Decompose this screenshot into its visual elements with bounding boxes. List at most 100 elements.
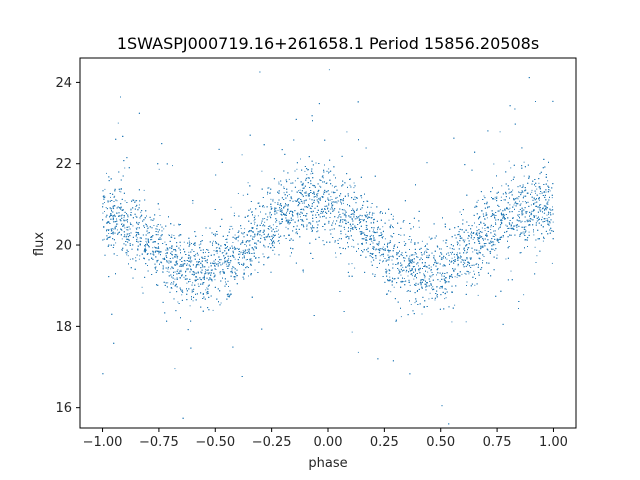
data-point [518,216,520,217]
data-point [472,251,474,253]
data-point [168,234,170,236]
data-point [442,240,444,242]
data-point [247,249,249,251]
data-point [302,271,304,273]
data-point [495,234,497,236]
data-point [309,198,311,200]
data-point [156,261,158,263]
data-point [306,174,308,176]
data-point [494,196,496,198]
data-point [216,252,218,254]
data-point [188,256,190,258]
data-point [426,255,428,257]
data-point [158,168,160,170]
data-point [178,223,180,225]
data-point [239,253,241,255]
data-point [153,251,155,253]
data-point [477,239,479,241]
data-point [516,229,518,231]
data-point [484,230,486,231]
data-point [308,222,309,224]
data-point [195,253,197,255]
data-point [538,182,540,184]
data-point [354,267,356,269]
data-point [519,200,520,202]
data-point [436,295,438,297]
data-point [344,228,346,230]
data-point [382,226,384,228]
data-point [162,271,164,273]
data-point [281,208,282,209]
data-point [344,210,346,212]
data-point [283,186,285,188]
data-point [508,208,510,210]
data-point [354,218,356,220]
data-point [277,209,279,211]
data-point [217,261,219,263]
data-point [371,240,373,242]
data-point [393,286,395,288]
data-point [500,196,502,198]
data-point [129,222,131,224]
data-point [278,221,280,223]
data-point [317,192,319,194]
data-point [424,277,426,279]
data-point [147,238,149,240]
data-point [136,222,138,224]
data-point [484,228,486,229]
data-point [165,253,167,255]
data-point [152,247,154,249]
data-point [331,185,333,187]
data-point [319,185,321,187]
data-point [110,196,111,198]
data-point [198,264,200,266]
data-point [400,281,402,283]
data-point [370,234,372,236]
data-point [494,249,496,251]
data-point [447,281,449,283]
data-point [254,269,256,271]
data-point [414,302,416,304]
data-point [206,272,208,274]
data-point [519,192,521,194]
data-point [403,281,405,282]
data-point [373,212,375,214]
data-point [490,229,492,230]
data-point [268,228,270,230]
data-point [304,170,306,172]
data-point [214,279,216,281]
data-point [520,203,522,205]
data-point [210,278,212,280]
data-point [104,202,105,203]
data-point [499,131,501,133]
data-point [250,235,252,237]
data-point [436,274,437,276]
data-point [263,224,264,226]
data-point [117,122,119,124]
data-point [493,214,495,216]
data-point [494,244,496,246]
data-point [534,202,536,204]
data-point [146,242,148,244]
data-point [408,257,410,259]
data-point [278,233,279,235]
data-point [427,271,429,273]
data-point [206,260,208,262]
data-point [403,241,405,243]
data-point [537,206,539,208]
data-point [183,276,185,278]
data-point [538,208,540,210]
data-point [409,284,411,286]
data-point [481,227,483,229]
data-point [486,217,488,219]
data-point [202,265,204,267]
data-point [230,206,232,208]
data-point [171,287,173,289]
data-point [522,231,524,233]
data-point [549,190,551,192]
data-point [518,214,520,215]
data-point [159,215,161,216]
data-point [508,160,510,162]
data-point [473,270,475,272]
data-point [171,267,173,269]
